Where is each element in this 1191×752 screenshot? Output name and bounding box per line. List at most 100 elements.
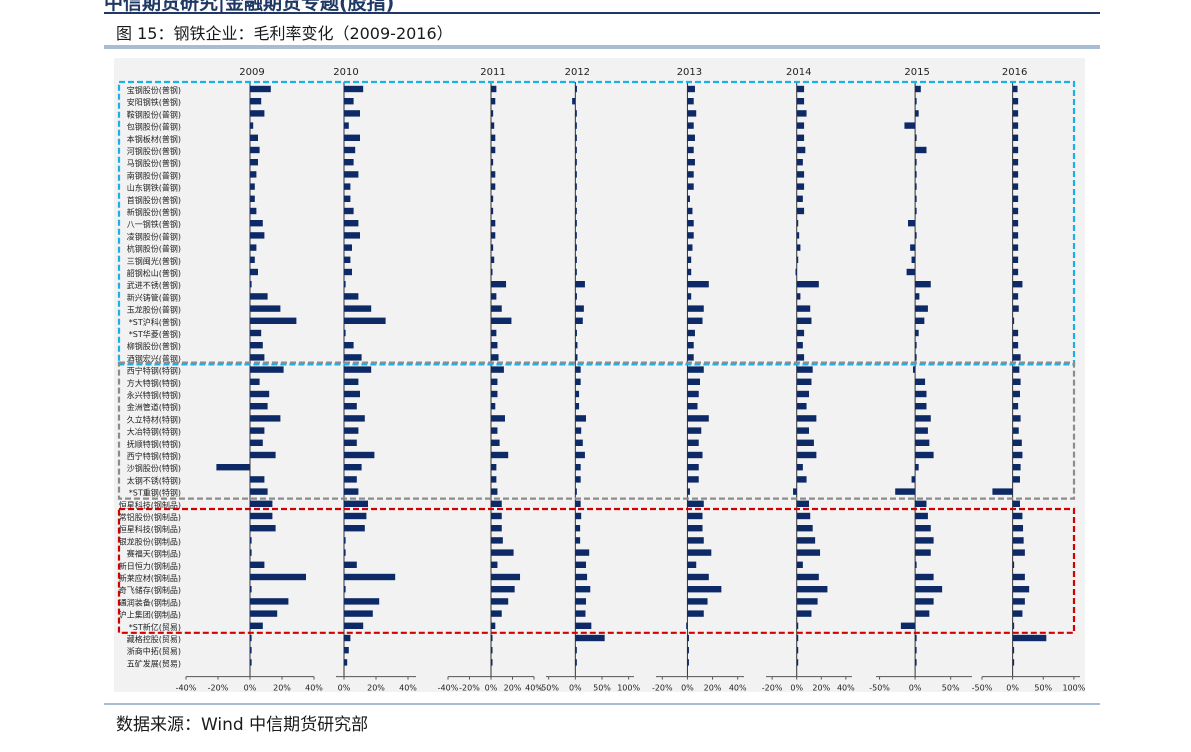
bar xyxy=(687,415,709,422)
bar xyxy=(1012,622,1015,629)
bar xyxy=(796,85,805,93)
bar xyxy=(915,159,917,166)
bar xyxy=(796,512,811,520)
category-label: *ST沪科(普钢) xyxy=(129,317,181,327)
chart-panel xyxy=(114,58,1085,692)
bar xyxy=(686,622,688,629)
bar xyxy=(687,488,690,495)
tick-label: 20% xyxy=(704,684,722,692)
bar xyxy=(915,293,920,300)
bar xyxy=(575,622,592,629)
bar xyxy=(250,549,252,556)
bar xyxy=(796,415,817,422)
bar xyxy=(796,281,819,288)
bar xyxy=(575,220,577,227)
bar xyxy=(687,98,694,105)
bar xyxy=(250,439,263,446)
tick-label: 40% xyxy=(305,684,323,692)
bar xyxy=(796,427,809,434)
bar xyxy=(687,268,692,276)
tick-label: -20% xyxy=(762,684,783,692)
bar xyxy=(687,634,689,642)
bar xyxy=(250,537,252,544)
bar xyxy=(1012,598,1025,605)
bar xyxy=(575,488,577,495)
bar xyxy=(575,476,581,483)
bar xyxy=(491,488,498,495)
bar xyxy=(491,146,496,154)
category-label: 沪上集团(钢制品) xyxy=(119,610,181,620)
bar xyxy=(250,634,252,642)
bar xyxy=(687,317,703,324)
bar xyxy=(687,122,694,129)
year-label: 2009 xyxy=(239,67,264,78)
bar xyxy=(491,268,493,276)
bar xyxy=(491,622,496,629)
tick-label: -20% xyxy=(652,684,673,692)
bar xyxy=(915,586,943,593)
bar xyxy=(250,159,258,166)
bar xyxy=(1012,659,1015,666)
bar xyxy=(344,134,360,141)
bar xyxy=(908,220,916,227)
bar xyxy=(915,427,928,434)
bar xyxy=(344,366,372,373)
bar xyxy=(687,512,703,520)
bar xyxy=(915,354,917,361)
bar xyxy=(796,549,821,556)
bar xyxy=(344,598,380,605)
bar xyxy=(491,549,514,556)
bar xyxy=(575,85,577,93)
bar xyxy=(250,171,257,178)
bar xyxy=(1012,366,1020,373)
category-label: 柳钢股份(普钢) xyxy=(127,341,181,351)
bar xyxy=(250,317,297,324)
bar xyxy=(796,476,807,483)
bar xyxy=(906,268,916,276)
tick-label: 40% xyxy=(525,684,543,692)
bar xyxy=(344,342,354,349)
bar xyxy=(575,549,590,556)
bar xyxy=(344,403,357,410)
category-label: *ST华菱(普钢) xyxy=(129,329,181,339)
bar xyxy=(344,378,359,385)
bar xyxy=(344,146,356,154)
bar xyxy=(1012,427,1019,434)
bar xyxy=(687,85,695,93)
bar xyxy=(575,598,586,605)
bar xyxy=(1012,268,1019,276)
bar xyxy=(687,561,697,568)
category-label: 西宁特钢(特钢) xyxy=(127,366,181,376)
bar xyxy=(796,171,805,178)
bar xyxy=(1012,122,1019,129)
chart-area: 宝钢股份(普钢) 安阳钢铁(普钢) 鞍钢股份(普钢) 包钢股份(普钢) 本钢板材(普钢)… xyxy=(114,58,1086,693)
bar xyxy=(687,293,692,300)
bar xyxy=(575,183,577,190)
tick-label: -20% xyxy=(459,684,480,692)
bar xyxy=(1012,146,1019,154)
bar xyxy=(796,586,828,593)
bar xyxy=(491,183,496,190)
bar xyxy=(1012,390,1020,398)
category-label: 本钢板材(普钢) xyxy=(127,134,181,144)
bar xyxy=(491,537,503,544)
bar xyxy=(1012,586,1030,593)
bar xyxy=(491,415,505,422)
bar xyxy=(344,439,357,446)
tick-label: 0% xyxy=(790,684,803,692)
bar xyxy=(344,256,351,263)
year-label: 2012 xyxy=(565,67,590,78)
tick-label: 20% xyxy=(504,684,522,692)
report-header: 中信期货研究|金融期货专题(股指) xyxy=(104,0,395,14)
source-note: 数据来源：Wind 中信期货研究部 xyxy=(116,715,369,735)
bar xyxy=(491,366,504,373)
bar xyxy=(1012,220,1019,227)
bar xyxy=(575,281,585,288)
bar xyxy=(687,647,689,654)
bar xyxy=(344,427,359,434)
bar xyxy=(1012,305,1019,312)
bar xyxy=(796,403,807,410)
year-label: 2016 xyxy=(1002,67,1027,78)
tick-label: 50% xyxy=(1034,684,1052,692)
category-label: 包钢股份(普钢) xyxy=(127,122,181,132)
